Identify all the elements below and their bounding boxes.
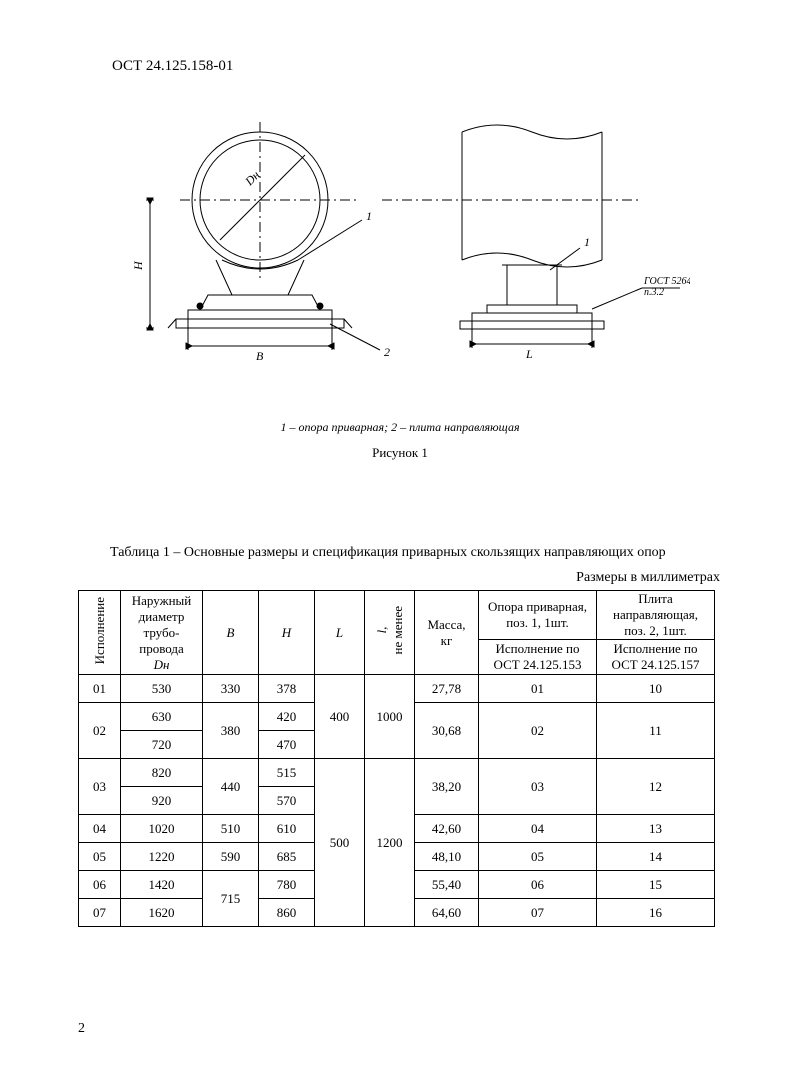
th-b: B [203, 591, 259, 675]
document-page: ОСТ 24.125.158-01 [0, 0, 800, 1077]
dim-l-label: L [525, 347, 533, 361]
figure-caption: 1 – опора приварная; 2 – плита направляю… [0, 420, 800, 435]
weld-note-top: ГОСТ 5264-80-Н1-▯8 [643, 276, 690, 287]
figure-label: Рисунок 1 [0, 445, 800, 461]
dimensions-table: Исполнение Наружный диаметр трубо- прово… [78, 590, 715, 927]
dim-h-label: H [131, 260, 145, 271]
page-number: 2 [78, 1021, 85, 1037]
th-plate-sub: Исполнение поОСТ 24.125.157 [597, 640, 715, 675]
th-support-sub: Исполнение поОСТ 24.125.153 [479, 640, 597, 675]
callout-1-side: 1 [584, 235, 590, 249]
table-row: 01530 330378 4001000 27,780110 [79, 675, 715, 703]
units-label: Размеры в миллиметрах [576, 570, 720, 586]
dim-dn-label: Dн [242, 168, 263, 189]
table-title: Таблица 1 – Основные размеры и специфика… [110, 545, 666, 561]
th-plate-top: Плитанаправляющая,поз. 2, 1шт. [597, 591, 715, 640]
th-l-cap: L [315, 591, 365, 675]
technical-drawing: H B Dн 1 2 L 1 ГОСТ 5264-80-Н1-▯8 п.3.2 [130, 120, 690, 390]
th-l-min: l,не менее [365, 591, 415, 675]
table-row: 03820 440515 5001200 38,200312 [79, 759, 715, 787]
th-diameter: Наружный диаметр трубо- провода Dн [121, 591, 203, 675]
callout-2-front: 2 [384, 345, 390, 359]
th-h: H [259, 591, 315, 675]
table-header-row: Исполнение Наружный диаметр трубо- прово… [79, 591, 715, 640]
th-execution: Исполнение [79, 591, 121, 675]
callout-1-front: 1 [366, 209, 372, 223]
th-mass: Масса,кг [415, 591, 479, 675]
th-support-top: Опора приварная,поз. 1, 1шт. [479, 591, 597, 640]
dim-b-label: B [256, 349, 264, 363]
weld-note-bottom: п.3.2 [644, 287, 664, 298]
document-id: ОСТ 24.125.158-01 [112, 58, 233, 75]
